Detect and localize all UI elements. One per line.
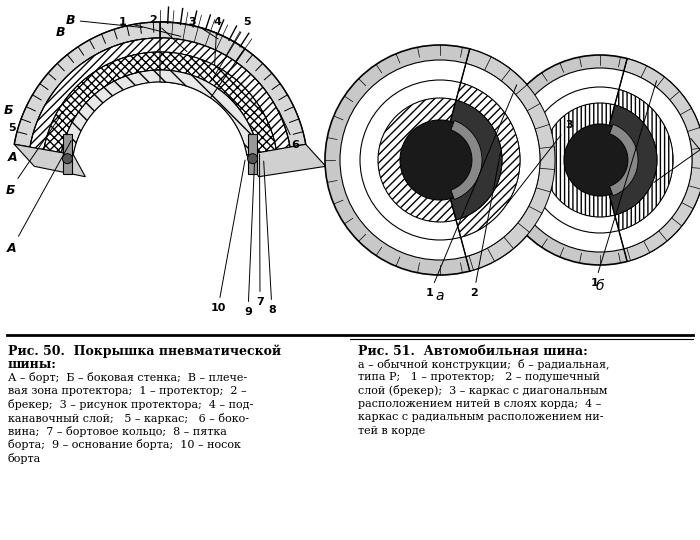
Text: 1: 1 [591,81,657,288]
Circle shape [325,45,555,275]
Polygon shape [451,120,482,199]
Text: каркас с радиальным расположением ни-: каркас с радиальным расположением ни- [358,413,603,422]
Text: борта;  9 – основание борта;  10 – носок: борта; 9 – основание борта; 10 – носок [8,440,241,450]
Polygon shape [14,144,85,177]
Polygon shape [456,83,520,237]
Text: канавочный слой;   5 – каркас;   6 – боко-: канавочный слой; 5 – каркас; 6 – боко- [8,413,249,423]
Polygon shape [30,38,290,150]
Text: 1: 1 [119,17,181,36]
Polygon shape [62,70,258,155]
Text: расположением нитей в слоях корда;  4 –: расположением нитей в слоях корда; 4 – [358,399,601,409]
Circle shape [378,98,502,222]
Text: 2: 2 [149,15,187,52]
Text: 7: 7 [256,154,264,307]
Polygon shape [619,71,692,249]
Text: борта: борта [8,453,41,464]
Text: типа Р;   1 – протектор;   2 – подушечный: типа Р; 1 – протектор; 2 – подушечный [358,372,600,382]
Circle shape [527,87,673,233]
Text: 1: 1 [426,85,517,298]
Text: 4: 4 [213,17,221,65]
Text: а – обычной конструкции;  б – радиальная,: а – обычной конструкции; б – радиальная, [358,359,610,369]
Text: В: В [65,14,142,28]
Polygon shape [610,124,638,195]
Text: 2: 2 [470,152,500,298]
Text: 4: 4 [654,130,700,183]
Text: брекер;  3 – рисунок протектора;  4 – под-: брекер; 3 – рисунок протектора; 4 – под- [8,399,253,410]
Text: 8: 8 [264,161,276,315]
Polygon shape [624,58,700,261]
Text: вина;  7 – бортовое кольцо;  8 – пятка: вина; 7 – бортовое кольцо; 8 – пятка [8,426,227,437]
Text: Б: Б [6,116,61,197]
Text: 3: 3 [508,120,573,204]
Polygon shape [466,49,555,271]
Text: А: А [8,151,18,164]
Text: вая зона протектора;  1 – протектор;  2 –: вая зона протектора; 1 – протектор; 2 – [8,386,246,395]
Text: тей в корде: тей в корде [358,426,426,436]
Polygon shape [69,82,252,185]
Text: 6: 6 [279,110,299,150]
Polygon shape [450,100,502,220]
Polygon shape [615,90,673,231]
Text: слой (брекер);  3 – каркас с диагональным: слой (брекер); 3 – каркас с диагональным [358,386,608,396]
Text: 9: 9 [244,164,254,317]
Polygon shape [609,105,657,215]
Text: 5: 5 [8,124,15,133]
Circle shape [62,154,72,164]
Polygon shape [248,134,258,174]
Text: Рис. 51.  Автомобильная шина:: Рис. 51. Автомобильная шина: [358,345,588,358]
Polygon shape [160,22,245,62]
Text: а: а [435,289,444,303]
Circle shape [360,80,520,240]
Text: 5: 5 [214,17,251,78]
Polygon shape [160,52,228,88]
Text: шины:: шины: [8,359,57,372]
Polygon shape [160,38,236,73]
Text: б: б [596,279,604,293]
Text: 10: 10 [210,160,245,313]
Text: А – борт;  Б – боковая стенка;  В – плече-: А – борт; Б – боковая стенка; В – плече- [8,372,247,383]
Circle shape [495,55,700,265]
Circle shape [248,154,258,164]
Polygon shape [461,63,540,256]
Polygon shape [246,144,326,177]
Polygon shape [160,70,218,98]
Circle shape [543,103,657,217]
Circle shape [564,124,636,196]
Text: Б: Б [4,104,13,117]
Circle shape [340,60,540,260]
Text: А: А [7,140,71,254]
Text: В: В [56,25,66,38]
Polygon shape [62,134,72,174]
Circle shape [508,68,692,252]
Text: 3: 3 [188,17,218,39]
Polygon shape [44,52,276,153]
Circle shape [400,120,480,200]
Text: Рис. 50.  Покрышка пневматической: Рис. 50. Покрышка пневматической [8,345,281,359]
Polygon shape [14,22,306,147]
Text: 2: 2 [691,138,700,180]
